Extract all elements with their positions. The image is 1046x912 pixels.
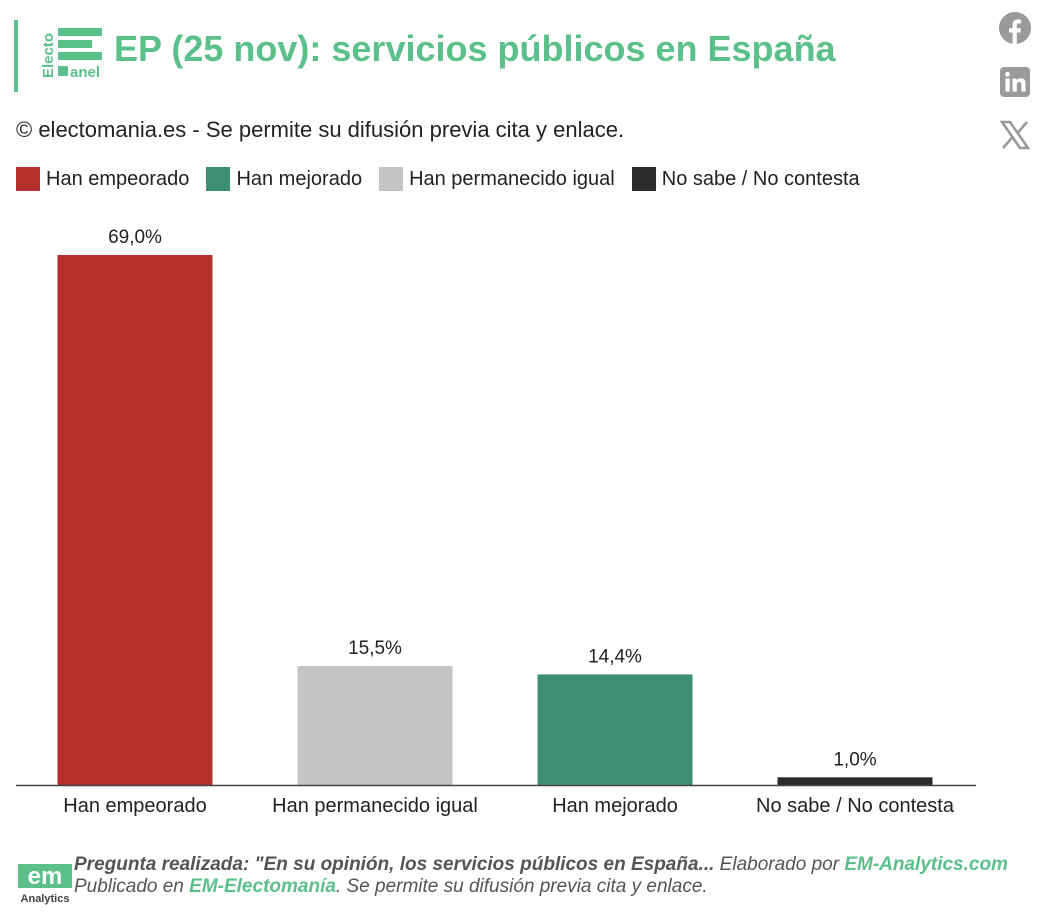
bar-value-label: 1,0%	[833, 749, 876, 770]
legend-item-han-mejorado: Han mejorado	[206, 167, 362, 191]
category-label: Han empeorado	[63, 795, 206, 817]
legend-swatch	[16, 167, 40, 191]
footer-text: Pregunta realizada: "En su opinión, los …	[74, 854, 1008, 898]
x-icon[interactable]	[999, 119, 1031, 151]
legend-item-han-permanecido-igual: Han permanecido igual	[379, 167, 615, 191]
question-label: Pregunta realizada: "En su opinión, los …	[74, 854, 715, 875]
em-electomania-link[interactable]: EM-Electomanía	[189, 876, 336, 897]
copyright-text: © electomania.es - Se permite su difusió…	[16, 117, 625, 142]
bar-1	[57, 255, 213, 785]
footer-line-1: Pregunta realizada: "En su opinión, los …	[74, 854, 1008, 876]
legend-item-han-empeorado: Han empeorado	[16, 167, 189, 191]
linkedin-icon[interactable]	[999, 66, 1031, 98]
logo-text-top: Electo	[40, 33, 57, 78]
published-tail: . Se permite su difusión previa cita y e…	[335, 876, 708, 897]
legend-swatch	[206, 167, 231, 191]
prepared-by: Elaborado por	[714, 854, 845, 875]
bar-value-label: 14,4%	[588, 646, 642, 667]
category-label: No sabe / No contesta	[756, 795, 955, 817]
legend-item-no-sabe: No sabe / No contesta	[631, 167, 860, 191]
bar-2	[297, 665, 453, 785]
bar-4	[777, 777, 933, 785]
footer-logo-sub: Analytics	[21, 893, 70, 905]
bar-value-label: 15,5%	[348, 638, 402, 659]
page-title: EP (25 nov): servicios públicos en Españ…	[114, 28, 836, 69]
bar-value-label: 69,0%	[108, 227, 162, 248]
em-analytics-logo: em Analytics	[18, 863, 72, 905]
bar-3	[537, 674, 693, 785]
legend-label: Han empeorado	[46, 167, 190, 190]
header-accent-bar	[14, 20, 18, 92]
legend-swatch	[379, 167, 404, 191]
legend-label: Han mejorado	[236, 167, 363, 190]
electopanel-logo: Electo anel	[40, 28, 102, 81]
category-label: Han mejorado	[552, 795, 678, 817]
footer: em Analytics Pregunta realizada: "En su …	[16, 854, 1026, 905]
legend-label: Han permanecido igual	[409, 167, 615, 190]
footer-line-2: Publicado en EM-Electomanía. Se permite …	[74, 876, 1008, 898]
legend-label: No sabe / No contesta	[661, 167, 860, 190]
published-in: Publicado en	[74, 876, 190, 897]
facebook-icon[interactable]	[999, 12, 1031, 44]
legend-swatch	[631, 167, 656, 191]
chart-legend: Han empeorado Han mejorado Han permaneci…	[16, 166, 877, 192]
category-label: Han permanecido igual	[272, 795, 478, 817]
bar-chart: 69,0% Han empeorado 15,5% Han permanecido i…	[16, 227, 976, 817]
em-analytics-link[interactable]: EM-Analytics.com	[844, 854, 1008, 875]
logo-text-bottom: anel	[70, 64, 100, 81]
footer-logo-text: em	[28, 863, 63, 890]
